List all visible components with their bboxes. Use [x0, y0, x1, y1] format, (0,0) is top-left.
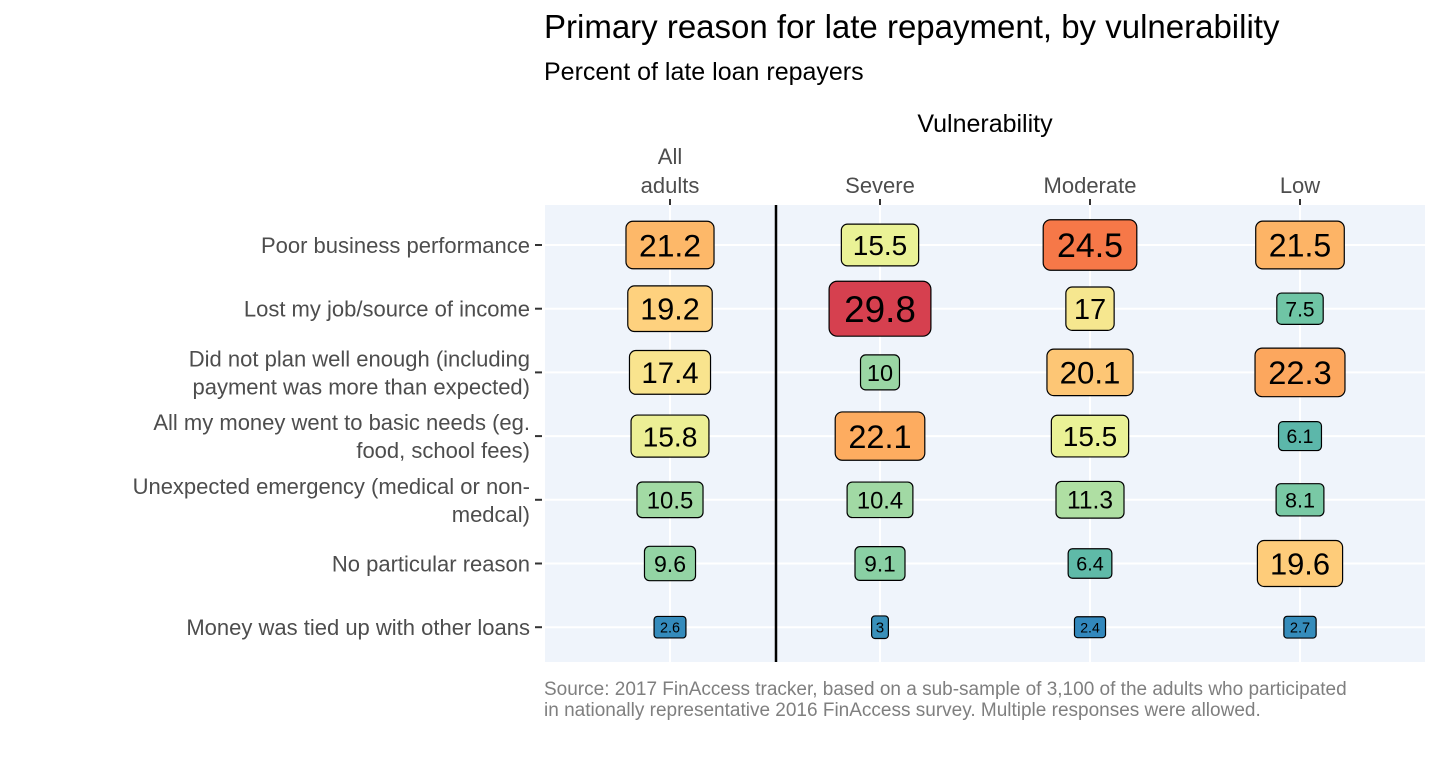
value-box — [1065, 286, 1115, 331]
value-box — [625, 220, 715, 270]
value-label: 15.5 — [853, 230, 908, 261]
value-box — [859, 354, 901, 391]
value-box — [1254, 347, 1346, 398]
value-box — [643, 545, 697, 582]
source-caption: Source: 2017 FinAccess tracker, based on… — [544, 679, 1347, 721]
value-box — [1055, 480, 1125, 519]
value-label: 6.4 — [1076, 554, 1104, 576]
column-group-label: Vulnerability — [917, 110, 1053, 138]
value-box — [834, 411, 926, 461]
value-label: 11.3 — [1067, 488, 1113, 515]
row-label: medcal) — [452, 502, 530, 527]
row-label: food, school fees) — [356, 438, 530, 463]
column-label: Moderate — [1044, 173, 1137, 198]
value-box — [630, 414, 710, 458]
value-box — [1073, 616, 1107, 639]
column-label: Low — [1280, 173, 1320, 198]
value-box — [840, 223, 920, 267]
value-label: 19.2 — [640, 293, 700, 327]
value-label: 3 — [876, 620, 884, 637]
value-box — [1050, 414, 1130, 458]
value-label: 21.2 — [639, 227, 701, 263]
value-box — [1256, 539, 1344, 588]
value-box — [1046, 348, 1134, 397]
value-label: 9.6 — [654, 551, 686, 577]
value-box — [636, 481, 704, 519]
row-label: Lost my job/source of income — [244, 297, 530, 322]
value-label: 24.5 — [1057, 227, 1123, 265]
row-label: No particular reason — [332, 552, 530, 577]
value-label: 6.1 — [1287, 426, 1314, 448]
value-label: 22.3 — [1268, 354, 1331, 391]
value-box — [846, 481, 914, 519]
value-label: 2.6 — [660, 620, 680, 636]
value-box — [1283, 615, 1317, 639]
value-box — [1277, 421, 1323, 452]
value-label: 10 — [867, 360, 893, 386]
value-box — [1042, 219, 1138, 271]
value-label: 17.4 — [641, 357, 698, 390]
chart-subtitle: Percent of late loan repayers — [544, 58, 864, 86]
value-box — [1275, 483, 1325, 517]
row-label: Money was tied up with other loans — [186, 615, 530, 640]
value-label: 15.8 — [643, 420, 698, 452]
column-label: All — [658, 144, 682, 169]
value-box — [1067, 548, 1113, 579]
value-label: 22.1 — [848, 419, 911, 455]
value-box — [627, 285, 713, 333]
row-label: All my money went to basic needs (eg. — [153, 410, 530, 435]
value-box — [1255, 220, 1345, 270]
value-label: 8.1 — [1285, 488, 1315, 513]
value-label: 29.8 — [844, 289, 916, 330]
value-box — [653, 615, 687, 639]
value-label: 20.1 — [1060, 356, 1121, 391]
value-box — [828, 280, 932, 337]
value-label: 2.7 — [1290, 620, 1310, 636]
value-label: 10.4 — [857, 487, 903, 514]
column-label: Severe — [845, 173, 915, 198]
value-label: 17 — [1074, 294, 1106, 326]
row-label: Did not plan well enough (including — [189, 346, 530, 371]
chart-title: Primary reason for late repayment, by vu… — [544, 8, 1280, 45]
column-label: adults — [641, 173, 700, 198]
value-label: 2.4 — [1080, 619, 1100, 635]
value-label: 10.5 — [647, 487, 694, 514]
value-box — [854, 546, 906, 581]
row-label: Unexpected emergency (medical or non- — [133, 474, 530, 499]
row-label: Poor business performance — [261, 233, 530, 258]
value-label: 21.5 — [1269, 228, 1331, 264]
row-label: payment was more than expected) — [192, 374, 530, 399]
value-label: 9.1 — [864, 552, 895, 577]
value-label: 15.5 — [1063, 421, 1118, 452]
value-box — [1276, 292, 1324, 325]
value-box — [871, 615, 889, 640]
value-box — [628, 349, 712, 395]
value-label: 7.5 — [1285, 298, 1314, 321]
value-label: 19.6 — [1270, 547, 1330, 582]
